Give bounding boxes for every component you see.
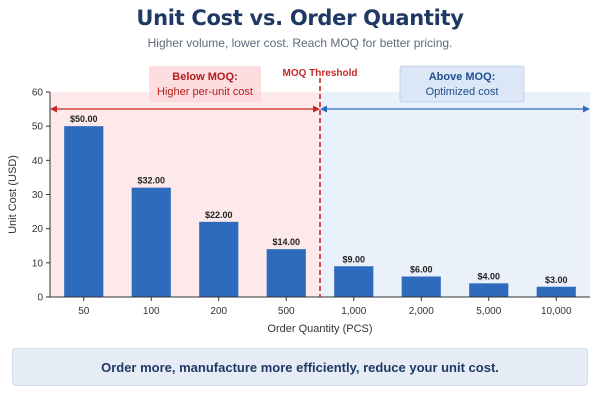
y-tick-label: 30: [32, 190, 44, 201]
below-moq-arrowhead-right: [313, 105, 320, 113]
below-moq-callout-text: Higher per-unit cost: [157, 86, 253, 98]
footer-banner: Order more, manufacture more efficiently…: [12, 348, 588, 386]
below-moq-arrowhead-left: [50, 105, 57, 113]
x-tick-label: 1,000: [341, 306, 366, 317]
above-moq-arrowhead-left: [320, 105, 327, 113]
value-label: $50.00: [70, 114, 98, 124]
above-moq-region: [320, 92, 590, 297]
y-tick-label: 20: [32, 224, 44, 235]
above-moq-callout-box: [399, 65, 525, 103]
bar-1,000: [334, 266, 374, 297]
above-moq-callout-text: Optimized cost: [426, 86, 499, 98]
chart-title: Unit Cost vs. Order Quantity: [136, 6, 464, 30]
y-tick-label: 0: [37, 293, 43, 304]
x-tick-label: 5,000: [476, 306, 501, 317]
y-tick-label: 60: [32, 88, 44, 99]
x-tick-label: 100: [143, 306, 160, 317]
value-label: $9.00: [342, 254, 365, 264]
x-tick-label: 2,000: [409, 306, 434, 317]
value-label: $32.00: [137, 176, 165, 186]
bar-5,000: [469, 283, 509, 297]
bar-chart: $50.00 $32.00 $22.00 $14.00 $9.00 $6.00 $4.00 $…: [7, 65, 590, 335]
value-label: $14.00: [272, 237, 300, 247]
y-tick-label: 40: [32, 156, 44, 167]
y-tick-label: 50: [32, 122, 44, 133]
above-moq-arrowhead-right: [583, 105, 590, 113]
value-label: $22.00: [205, 210, 233, 220]
x-axis-label: Order Quantity (PCS): [267, 323, 372, 335]
value-label: $6.00: [410, 265, 433, 275]
bar-2,000: [401, 276, 441, 297]
footer-text: Order more, manufacture more efficiently…: [101, 359, 499, 375]
value-label: $3.00: [545, 275, 568, 285]
bar-500: [266, 249, 306, 297]
below-moq-callout-box: [149, 66, 261, 102]
above-moq-callout-title: Above MOQ:: [429, 71, 496, 83]
y-axis-label: Unit Cost (USD): [7, 155, 19, 234]
bar-100: [131, 187, 171, 297]
x-tick-label: 500: [278, 306, 295, 317]
moq-threshold-label: MOQ Threshold: [283, 68, 358, 79]
y-tick-label: 10: [32, 258, 44, 269]
chart-subtitle: Higher volume, lower cost. Reach MOQ for…: [147, 36, 453, 50]
x-tick-label: 50: [78, 306, 90, 317]
bar-50: [64, 126, 104, 298]
value-label: $4.00: [477, 271, 500, 281]
bar-200: [199, 221, 239, 297]
bar-10,000: [536, 286, 576, 297]
x-tick-label: 200: [210, 306, 227, 317]
x-tick-label: 10,000: [541, 306, 572, 317]
below-moq-callout-title: Below MOQ:: [172, 71, 237, 83]
